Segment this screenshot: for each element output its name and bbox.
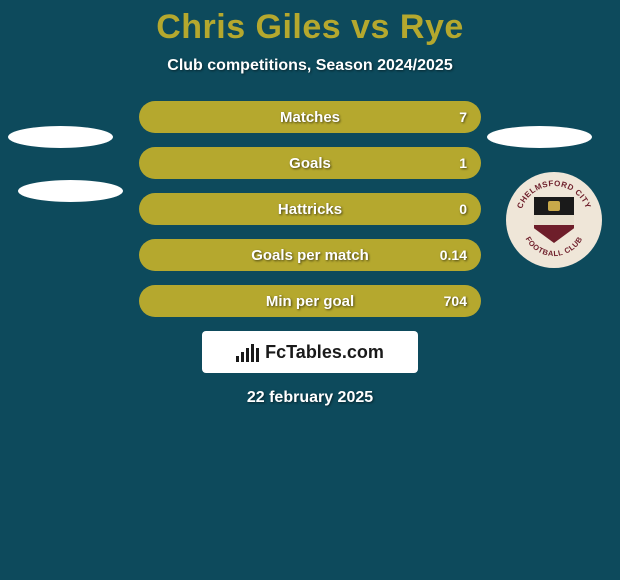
stat-row-goals-per-match: Goals per match 0.14 [139, 239, 481, 271]
stat-row-min-per-goal: Min per goal 704 [139, 285, 481, 317]
stat-value: 0.14 [440, 247, 467, 263]
stat-row-hattricks: Hattricks 0 [139, 193, 481, 225]
subtitle: Club competitions, Season 2024/2025 [0, 57, 620, 75]
stat-value: 7 [459, 109, 467, 125]
brand-bar [236, 356, 239, 362]
stat-label: Goals [289, 155, 331, 172]
brand-box: FcTables.com [202, 331, 418, 373]
brand-bar [251, 344, 254, 362]
brand-bar [246, 348, 249, 362]
page-title: Chris Giles vs Rye [0, 8, 620, 47]
stat-label: Matches [280, 109, 340, 126]
infographic-container: Chris Giles vs Rye Club competitions, Se… [0, 0, 620, 580]
stat-row-matches: Matches 7 [139, 101, 481, 133]
brand-text: FcTables.com [265, 342, 384, 363]
stats-area: Matches 7 Goals 1 Hattricks 0 Goals per … [0, 101, 620, 317]
stat-label: Goals per match [251, 247, 369, 264]
brand-bar [256, 348, 259, 362]
stat-value: 704 [444, 293, 467, 309]
stat-value: 1 [459, 155, 467, 171]
stat-label: Hattricks [278, 201, 342, 218]
date-text: 22 february 2025 [0, 389, 620, 407]
brand-bar [241, 352, 244, 362]
bar-chart-icon [236, 342, 259, 362]
stat-label: Min per goal [266, 293, 354, 310]
stat-row-goals: Goals 1 [139, 147, 481, 179]
stat-value: 0 [459, 201, 467, 217]
